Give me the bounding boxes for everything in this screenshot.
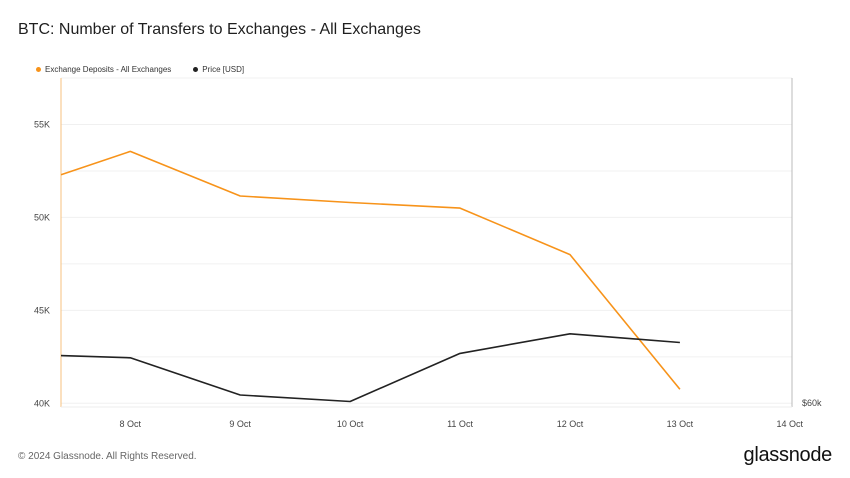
y-tick-label: 55K [34,119,50,129]
legend-item-price[interactable]: Price [USD] [193,65,244,74]
y-tick-label: 40K [34,398,50,408]
series-line-deposits [60,150,681,390]
y-tick-label: 50K [34,212,50,222]
chart-legend: Exchange Deposits - All Exchanges Price … [36,65,244,74]
x-tick-label: 8 Oct [119,419,141,429]
axis-tick-labels: 40K 45K 50K 55K $60k 8 Oct 9 Oct 10 Oct 11 Oct 12… [34,119,822,429]
axes [60,78,793,408]
series-lines [60,150,681,403]
x-tick-label: 11 Oct [447,419,473,429]
x-tick-label: 12 Oct [557,419,584,429]
series-line-price [60,332,680,403]
legend-swatch-price [193,67,199,72]
legend-label-price: Price [USD] [202,65,245,74]
x-tick-label: 13 Oct [667,419,694,429]
legend-label-deposits: Exchange Deposits - All Exchanges [45,65,172,74]
legend-swatch-deposits [36,67,41,72]
legend-item-exchange-deposits[interactable]: Exchange Deposits - All Exchanges [36,65,171,74]
glassnode-logo: glassnode [743,444,833,466]
y-right-tick-label: $60k [802,398,822,408]
copyright-text: © 2024 Glassnode. All Rights Reserved. [18,451,197,462]
y-tick-label: 45K [34,305,50,315]
x-tick-label: 14 Oct [777,419,804,429]
chart-title: BTC: Number of Transfers to Exchanges - … [18,21,421,38]
grid-lines [61,77,792,404]
x-tick-label: 9 Oct [229,419,251,429]
x-tick-label: 10 Oct [337,419,364,429]
